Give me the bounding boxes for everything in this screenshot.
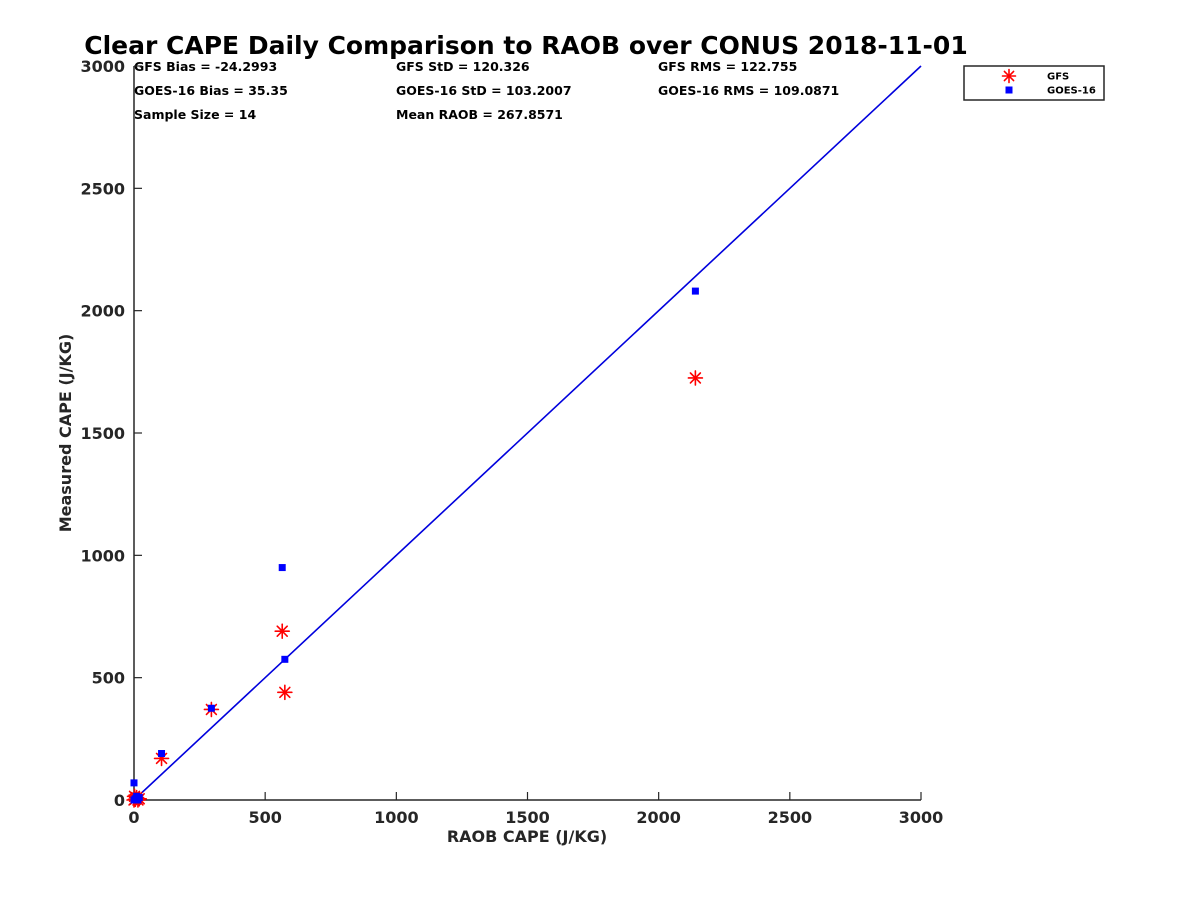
legend-box: [963, 65, 1105, 101]
y-tick-label: 1000: [80, 546, 125, 565]
goes16-point: [691, 287, 699, 295]
y-tick-label: 1500: [80, 424, 125, 443]
ticks: 0 500 1000 1500 2000 2500 3000 0 500 1000 1500 2000…: [80, 57, 943, 827]
goes16-point: [281, 655, 289, 663]
y-tick-label: 3000: [80, 57, 125, 76]
goes16-point: [130, 779, 138, 787]
gfs-point: [277, 684, 293, 701]
y-tick-label: 0: [114, 791, 125, 810]
y-tick-label: 2000: [80, 302, 125, 321]
legend-gfs-marker: [1001, 68, 1017, 84]
legend: GFS GOES-16: [963, 65, 1105, 101]
chart-title: Clear CAPE Daily Comparison to RAOB over…: [84, 31, 967, 60]
legend-label: GFS: [1047, 72, 1069, 83]
goes16-point: [135, 794, 143, 802]
x-tick-label: 3000: [899, 808, 944, 827]
y-tick-label: 2500: [80, 179, 125, 198]
stat-text: Mean RAOB = 267.8571: [396, 107, 563, 122]
stat-text: GFS Bias = -24.2993: [134, 59, 277, 74]
x-tick-label: 1500: [505, 808, 550, 827]
y-axis-label: Measured CAPE (J/KG): [56, 334, 75, 533]
stat-text: GOES-16 RMS = 109.0871: [658, 83, 839, 98]
stat-text: GOES-16 StD = 103.2007: [396, 83, 572, 98]
gfs-point: [274, 623, 291, 639]
goes16-point: [278, 564, 286, 572]
reference-line: [133, 65, 922, 801]
legend-goes16-marker: [1005, 86, 1013, 94]
gfs-point: [687, 370, 704, 386]
stat-text: GFS RMS = 122.755: [658, 59, 797, 74]
x-tick-label: 1000: [374, 808, 419, 827]
legend-label: GOES-16: [1047, 86, 1096, 97]
y-tick-label: 500: [92, 669, 125, 688]
stat-text: GOES-16 Bias = 35.35: [134, 83, 288, 98]
x-tick-label: 0: [128, 808, 139, 827]
x-axis-label: RAOB CAPE (J/KG): [447, 827, 607, 846]
stat-text: GFS StD = 120.326: [396, 59, 530, 74]
x-tick-label: 2000: [636, 808, 681, 827]
goes16-point: [207, 704, 215, 712]
x-tick-label: 2500: [768, 808, 813, 827]
stats-block: GFS Bias = -24.2993 GFS StD = 120.326 GFS …: [134, 59, 839, 122]
stat-text: Sample Size = 14: [134, 107, 256, 122]
goes16-point: [158, 750, 166, 758]
plot-area: [126, 65, 922, 808]
x-tick-label: 500: [248, 808, 281, 827]
